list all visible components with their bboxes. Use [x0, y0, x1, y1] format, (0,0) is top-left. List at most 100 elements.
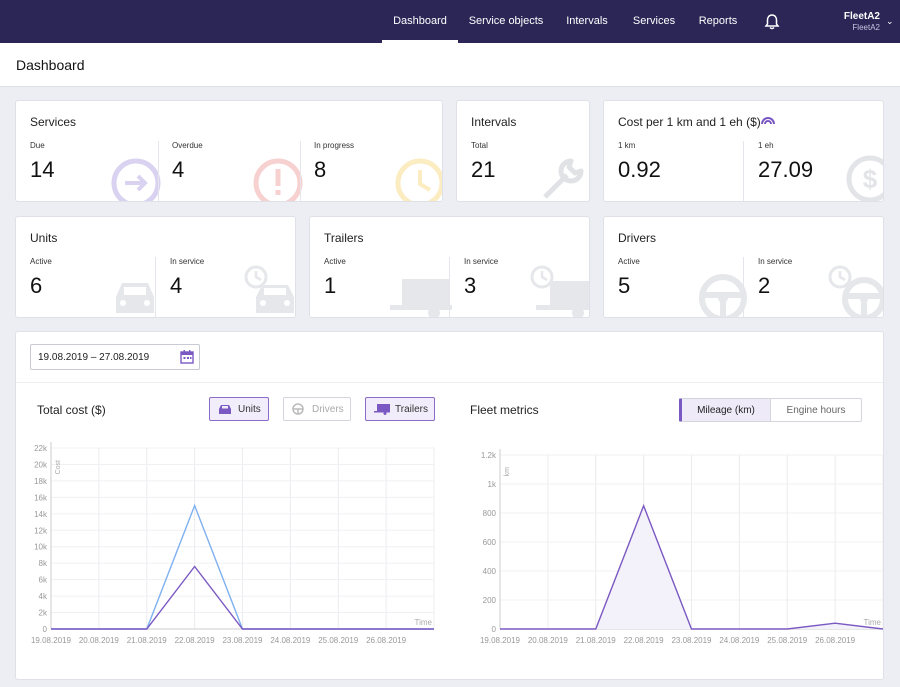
y-tick-label: 0 — [43, 625, 48, 634]
steering-wheel-icon — [292, 403, 304, 415]
intervals-card[interactable]: Intervals Total 21 — [456, 100, 590, 202]
metric-value: 8 — [314, 157, 327, 182]
fleet-metrics-chart[interactable]: 0 200 400 600 800 1k 1.2k km Time 19.08.2019 20.08… — [446, 432, 883, 652]
steering-wheel-icon — [699, 274, 747, 317]
nav-reports[interactable]: Reports — [698, 15, 738, 27]
metric-per-eh[interactable]: 1 eh 27.09 — [758, 141, 878, 201]
chevron-down-icon[interactable]: ⌄ — [886, 16, 894, 26]
metric-units-in-service[interactable]: In service 4 — [170, 257, 290, 317]
metric-label: Active — [30, 257, 52, 266]
x-axis-label: Time — [864, 618, 882, 627]
y-tick-label: 1.2k — [481, 451, 497, 460]
metric-value: 14 — [30, 157, 55, 182]
divider — [158, 141, 159, 201]
x-tick-label: 20.08.2019 — [528, 636, 569, 645]
segment-mileage[interactable]: Mileage (km) — [679, 398, 771, 422]
toggle-units[interactable]: Units — [209, 397, 269, 421]
y-tick-label: 600 — [483, 538, 497, 547]
total-cost-chart[interactable]: 0 2k 4k 6k 8k 10k 12k 14k 16k 18k 20k 22k Cost Time 19… — [16, 432, 446, 652]
trailers-card[interactable]: Trailers Active 1 In service 3 — [309, 216, 590, 318]
date-range-picker[interactable]: 19.08.2019 – 27.08.2019 — [30, 344, 200, 370]
toggle-trailers[interactable]: Trailers — [365, 397, 435, 421]
y-tick-label: 12k — [34, 526, 48, 535]
divider — [155, 257, 156, 317]
intervals-title: Intervals — [471, 115, 517, 129]
drivers-card[interactable]: Drivers Active 5 In service 2 — [603, 216, 884, 318]
x-tick-label: 21.08.2019 — [127, 636, 168, 645]
units-card[interactable]: Units Active 6 In service 4 — [15, 216, 296, 318]
metric-overdue[interactable]: Overdue 4 — [172, 141, 292, 201]
metric-units-active[interactable]: Active 6 — [30, 257, 150, 317]
metric-value: 1 — [324, 273, 337, 298]
dollar-circle-icon: $ — [846, 155, 883, 201]
bell-icon[interactable] — [763, 13, 781, 31]
metric-value: 3 — [464, 273, 477, 298]
y-tick-label: 400 — [483, 567, 497, 576]
metric-value: 2 — [758, 273, 771, 298]
toggle-drivers[interactable]: Drivers — [283, 397, 351, 421]
nav-services[interactable]: Services — [632, 15, 676, 27]
y-tick-label: 16k — [34, 493, 48, 502]
metric-drivers-in-service[interactable]: In service 2 — [758, 257, 878, 317]
y-tick-label: 200 — [483, 596, 497, 605]
arrow-right-circle-icon — [111, 158, 161, 201]
x-tick-label: 22.08.2019 — [175, 636, 216, 645]
metric-in-progress[interactable]: In progress 8 — [314, 141, 434, 201]
x-tick-label: 23.08.2019 — [671, 636, 712, 645]
x-tick-label: 19.08.2019 — [480, 636, 521, 645]
metric-value: 21 — [471, 157, 496, 182]
divider — [449, 257, 450, 317]
metric-total[interactable]: Total 21 — [471, 141, 581, 201]
segment-engine-hours[interactable]: Engine hours — [770, 398, 862, 422]
y-tick-label: 8k — [39, 559, 48, 568]
x-tick-label: 21.08.2019 — [576, 636, 617, 645]
car-icon — [116, 283, 154, 313]
metric-trailers-in-service[interactable]: In service 3 — [464, 257, 584, 317]
y-tick-label: 10k — [34, 543, 48, 552]
page-header: Dashboard — [0, 43, 900, 87]
divider — [743, 141, 744, 201]
metric-label: Active — [324, 257, 346, 266]
trailer-icon — [390, 279, 452, 317]
y-tick-label: 1k — [488, 480, 497, 489]
metric-value: 27.09 — [758, 157, 814, 182]
svg-text:$: $ — [863, 164, 878, 194]
metric-per-km[interactable]: 1 km 0.92 — [618, 141, 738, 201]
page-title: Dashboard — [16, 57, 85, 73]
units-title: Units — [30, 231, 58, 245]
y-tick-label: 800 — [483, 509, 497, 518]
car-clock-icon — [244, 265, 294, 313]
divider — [16, 382, 883, 383]
y-tick-label: 2k — [39, 609, 48, 618]
metric-value: 4 — [172, 157, 185, 182]
trailer-icon — [374, 404, 390, 415]
metric-label: In service — [464, 257, 499, 266]
calendar-icon[interactable] — [179, 349, 195, 365]
metric-drivers-active[interactable]: Active 5 — [618, 257, 738, 317]
metric-value: 5 — [618, 273, 631, 298]
y-axis-label: Cost — [55, 460, 62, 474]
trailer-clock-icon — [530, 265, 589, 317]
toggle-label: Drivers — [312, 404, 344, 415]
fleet-metrics-title: Fleet metrics — [470, 403, 539, 417]
divider — [743, 257, 744, 317]
services-card[interactable]: Services Due 14 Overdue 4 In progress 8 — [15, 100, 443, 202]
nav-dashboard[interactable]: Dashboard — [382, 0, 458, 43]
metric-label: 1 eh — [758, 141, 774, 150]
metric-label: 1 km — [618, 141, 636, 150]
user-account: FleetA2 — [852, 23, 880, 32]
metric-trailers-active[interactable]: Active 1 — [324, 257, 444, 317]
series-line-1 — [51, 565, 434, 630]
metric-due[interactable]: Due 14 — [30, 141, 150, 201]
drivers-title: Drivers — [618, 231, 656, 245]
y-tick-label: 6k — [39, 576, 48, 585]
y-tick-label: 22k — [34, 444, 48, 453]
x-tick-label: 26.08.2019 — [815, 636, 856, 645]
charts-panel: 19.08.2019 – 27.08.2019 Total cost ($) U… — [15, 331, 884, 680]
cost-card[interactable]: Cost per 1 km and 1 eh ($) 1 km 0.92 1 e… — [603, 100, 884, 202]
nav-intervals[interactable]: Intervals — [566, 15, 608, 27]
total-cost-title: Total cost ($) — [37, 403, 106, 417]
nav-service-objects[interactable]: Service objects — [468, 15, 544, 27]
user-menu[interactable]: FleetA2 FleetA2 — [820, 11, 880, 33]
x-tick-label: 25.08.2019 — [318, 636, 359, 645]
